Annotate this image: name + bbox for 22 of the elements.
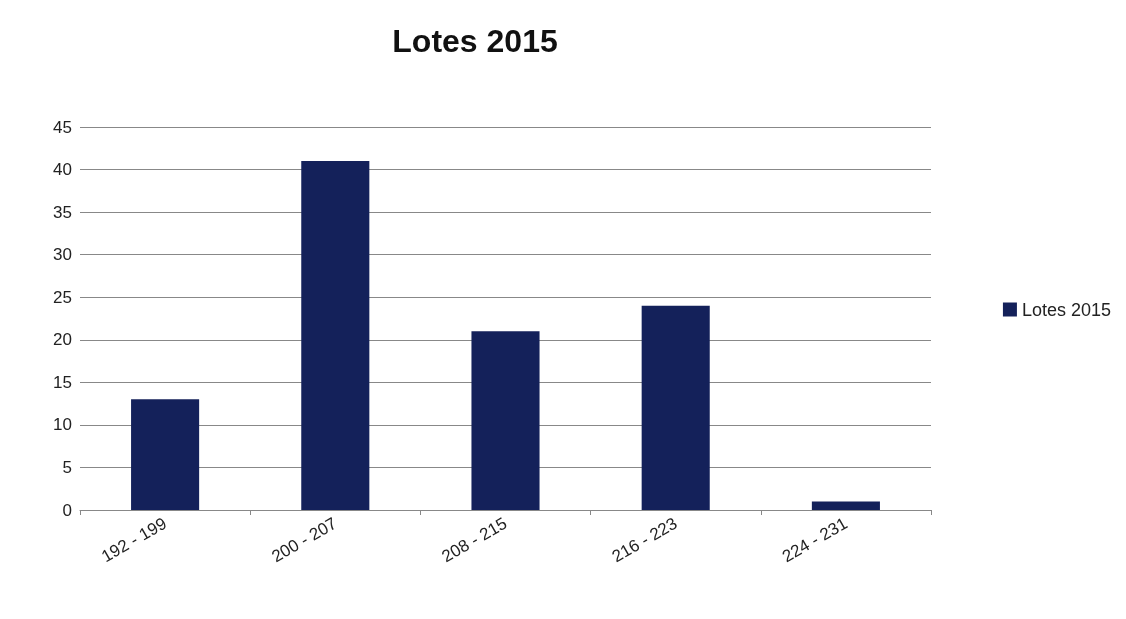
x-tick-label: 224 - 231 bbox=[778, 513, 851, 567]
y-tick-label: 35 bbox=[53, 202, 72, 222]
legend-label: Lotes 2015 bbox=[1021, 299, 1111, 320]
bar bbox=[471, 331, 540, 510]
y-tick-label: 5 bbox=[62, 457, 72, 477]
bar bbox=[301, 161, 370, 510]
y-tick-label: 40 bbox=[53, 160, 72, 180]
y-tick-label: 30 bbox=[53, 245, 72, 265]
y-tick-label: 15 bbox=[53, 372, 72, 392]
y-tick-label: 0 bbox=[62, 500, 72, 520]
x-tick-label: 216 - 223 bbox=[608, 513, 681, 567]
y-tick-label: 25 bbox=[53, 287, 72, 307]
y-tick-label: 20 bbox=[53, 330, 72, 350]
chart-title: Lotes 2015 bbox=[392, 23, 558, 59]
bar bbox=[641, 305, 710, 510]
x-tick-label: 192 - 199 bbox=[98, 513, 170, 567]
bar bbox=[131, 399, 200, 510]
x-tick-label: 200 - 207 bbox=[268, 513, 341, 567]
y-tick-label: 10 bbox=[53, 415, 72, 435]
bar bbox=[811, 501, 880, 510]
y-tick-label: 45 bbox=[53, 117, 72, 137]
x-tick-label: 208 - 215 bbox=[438, 513, 511, 567]
